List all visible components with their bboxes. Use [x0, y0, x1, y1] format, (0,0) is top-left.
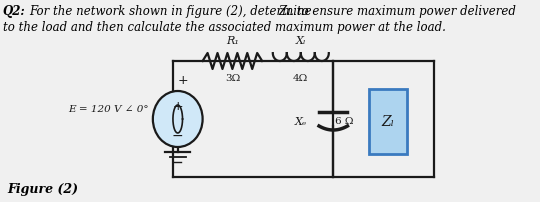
Text: to ensure maximum power delivered: to ensure maximum power delivered [293, 5, 516, 18]
Text: +: + [178, 74, 188, 87]
Text: Q2:: Q2: [3, 5, 25, 18]
Text: Zₗ: Zₗ [381, 115, 394, 129]
Text: 4Ω: 4Ω [293, 74, 308, 83]
Text: to the load and then calculate the associated maximum power at the load.: to the load and then calculate the assoc… [3, 21, 445, 34]
Text: −: − [172, 128, 184, 142]
Bar [369, 89, 407, 154]
Text: R₁: R₁ [226, 36, 239, 46]
Text: For the network shown in figure (2), determine: For the network shown in figure (2), det… [29, 5, 316, 18]
Text: Z: Z [278, 5, 286, 18]
Text: L: L [286, 8, 293, 17]
Text: Xₗ: Xₗ [295, 36, 306, 46]
Text: 6 Ω: 6 Ω [335, 117, 354, 126]
Text: 3Ω: 3Ω [225, 74, 240, 83]
Circle shape [153, 92, 202, 147]
Text: +: + [172, 99, 183, 112]
Text: Xₑ: Xₑ [294, 116, 307, 126]
Text: E = 120 V ∠ 0°: E = 120 V ∠ 0° [68, 105, 148, 114]
Text: Figure (2): Figure (2) [7, 182, 78, 195]
